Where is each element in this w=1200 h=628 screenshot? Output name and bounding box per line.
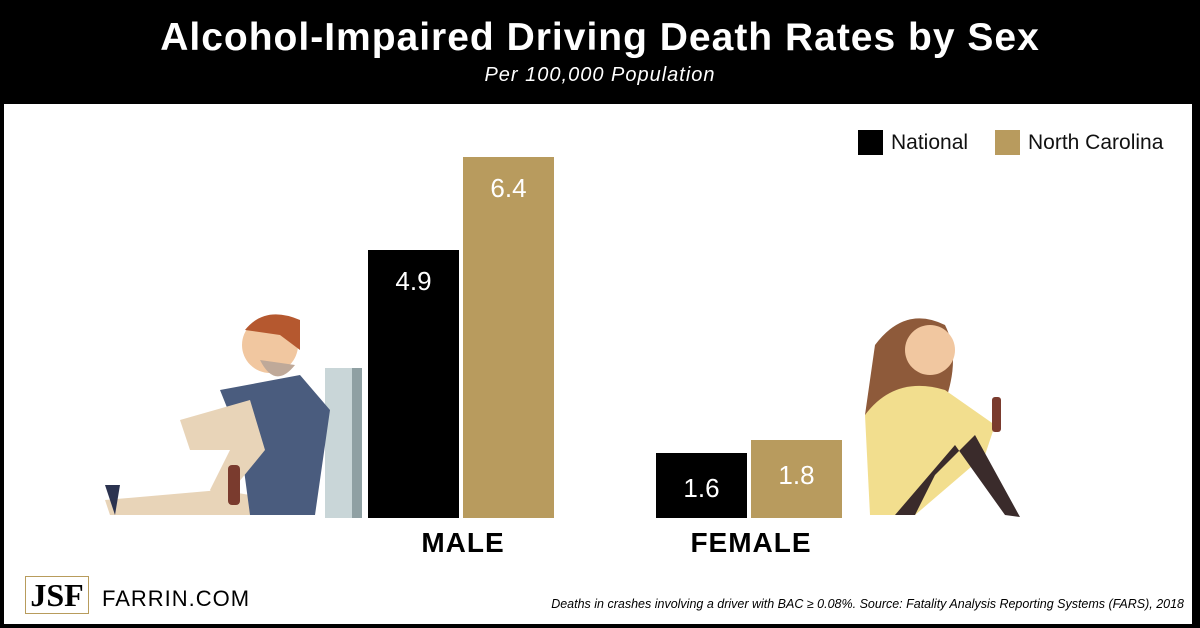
title-bar: Alcohol-Impaired Driving Death Rates by …	[0, 0, 1200, 104]
legend-swatch-nc	[995, 130, 1020, 155]
bar-national-male: 4.9	[368, 249, 459, 518]
jsf-logo: JSF	[25, 576, 89, 614]
source-note: Deaths in crashes involving a driver wit…	[551, 597, 1184, 611]
bar-value-label: 4.9	[395, 265, 432, 296]
category-label-male: MALE	[421, 527, 505, 558]
legend-national: National	[858, 130, 968, 155]
bar-north-carolina-female: 1.8	[751, 440, 842, 518]
man-drunk-illustration	[105, 314, 362, 518]
site-name: FARRIN.COM	[102, 586, 251, 611]
legend-label: North Carolina	[1028, 130, 1164, 154]
bar-value-label: 1.6	[683, 472, 720, 503]
bar-value-label: 1.8	[778, 460, 815, 491]
legend-label: National	[891, 130, 969, 154]
woman-drunk-illustration	[865, 318, 1020, 517]
legend-north-carolina: North Carolina	[995, 130, 1163, 155]
chart-panel	[4, 104, 1192, 624]
bar-national-female: 1.6	[656, 452, 747, 518]
chart-subtitle: Per 100,000 Population	[484, 64, 716, 86]
category-label-female: FEMALE	[690, 527, 812, 558]
legend-swatch-national	[858, 130, 883, 155]
bar-north-carolina-male: 6.4	[463, 157, 554, 518]
chart-title: Alcohol-Impaired Driving Death Rates by …	[160, 16, 1040, 59]
bar-value-label: 6.4	[490, 173, 527, 204]
